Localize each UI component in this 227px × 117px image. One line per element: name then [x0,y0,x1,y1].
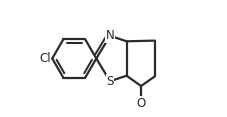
Text: N: N [106,29,114,42]
Text: O: O [136,97,146,110]
Text: S: S [106,75,114,88]
Text: Cl: Cl [39,52,51,65]
